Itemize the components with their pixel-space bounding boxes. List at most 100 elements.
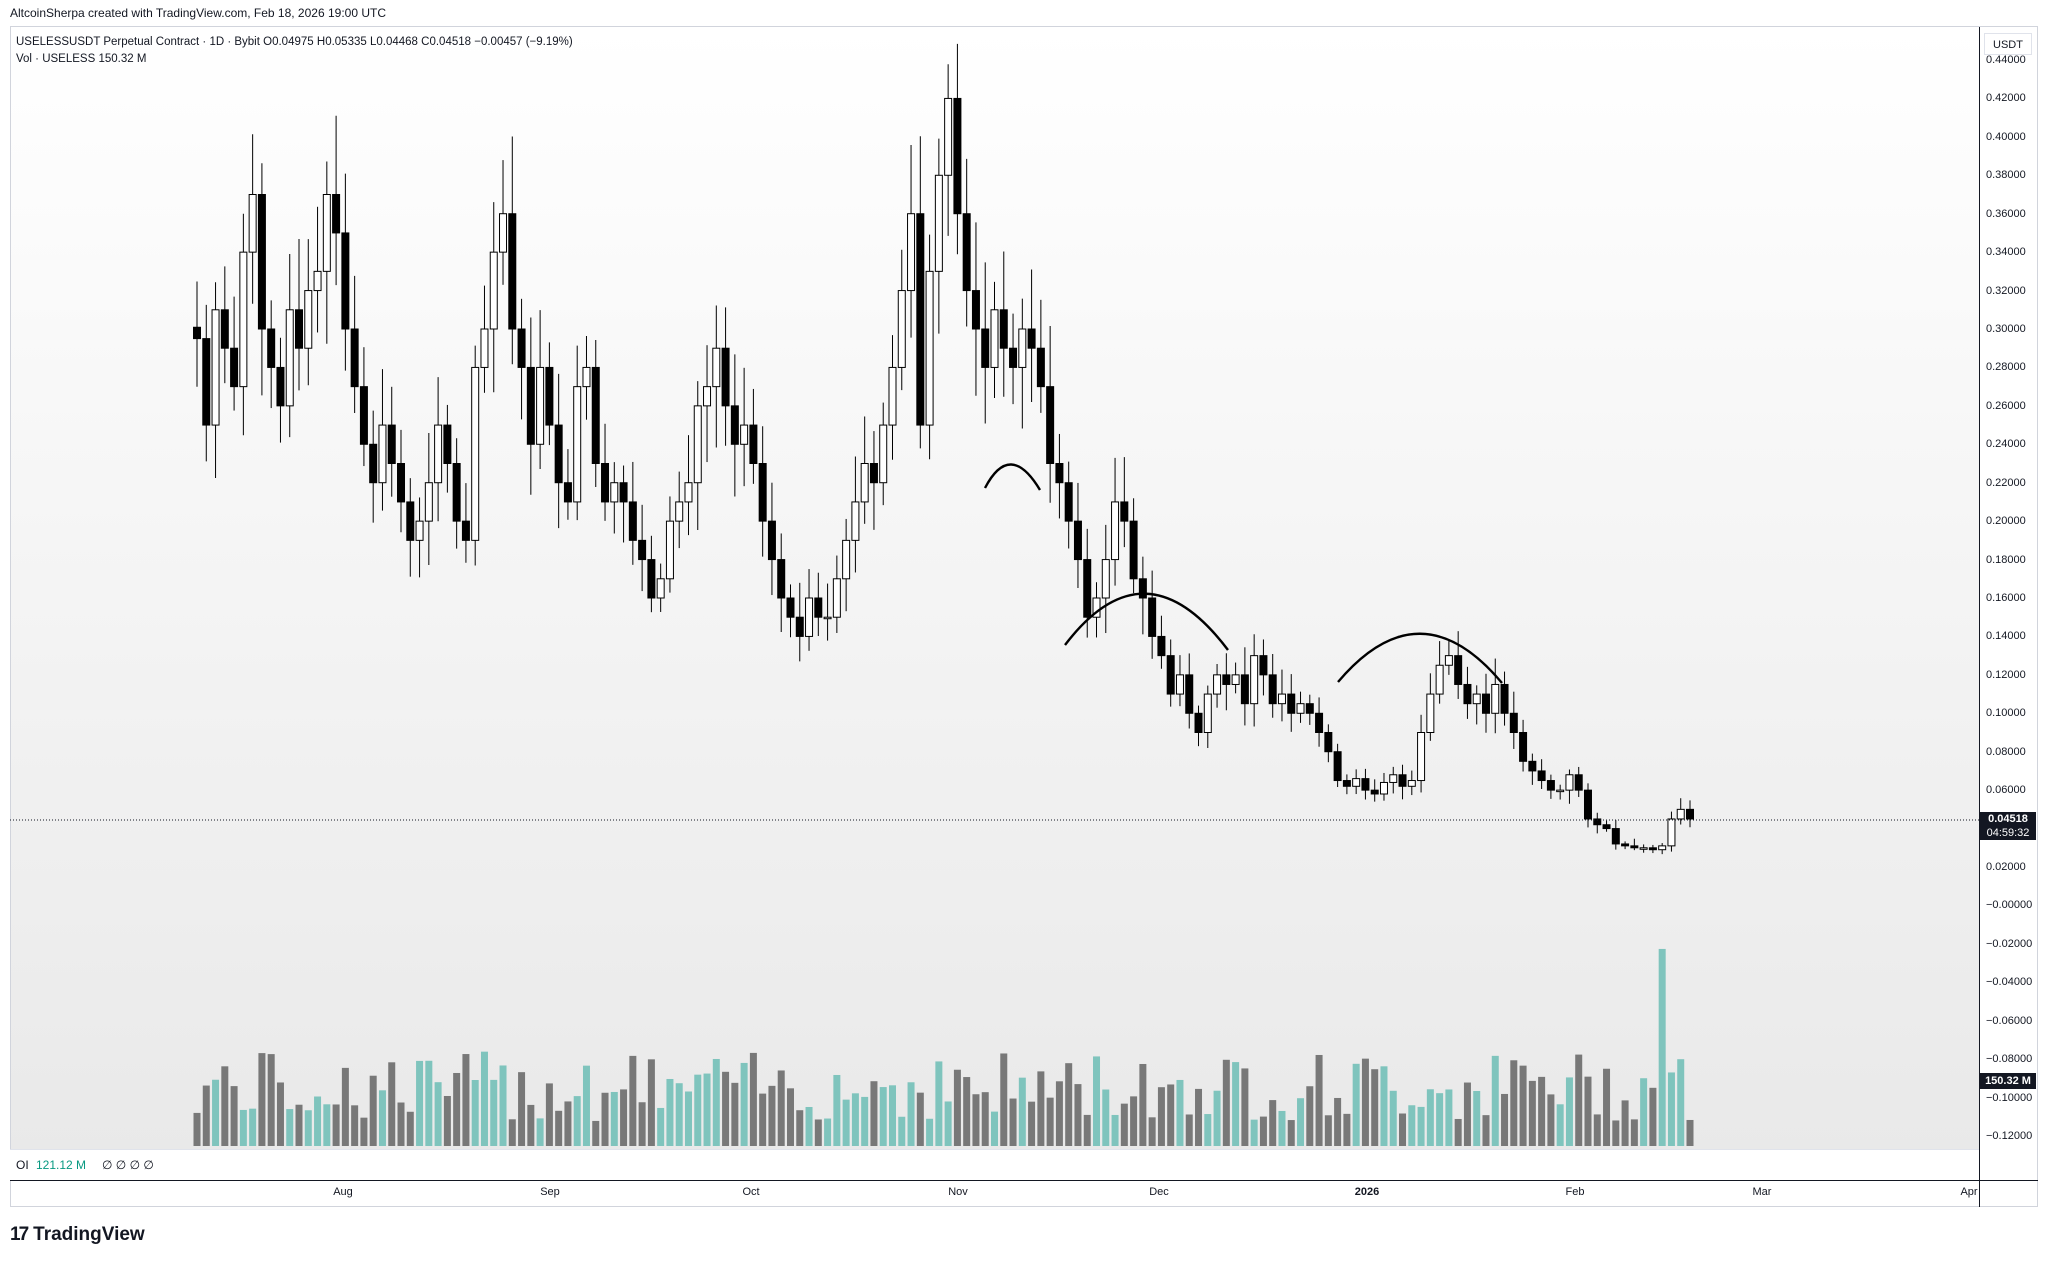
candle [1574, 774, 1583, 791]
candle [601, 463, 610, 503]
candle [202, 338, 211, 426]
oi-value: 121.12 M [36, 1158, 87, 1172]
candle [684, 482, 693, 503]
price-tick-label: 0.18000 [1986, 553, 2026, 566]
oi-label[interactable]: OI [16, 1158, 29, 1172]
candle [1389, 774, 1398, 783]
volume-bar [202, 1085, 210, 1146]
candle [1621, 843, 1630, 847]
open-label: O [263, 36, 273, 48]
candle [1611, 828, 1620, 845]
volume-bar [545, 1083, 553, 1146]
candle [647, 559, 656, 599]
candle [990, 309, 999, 368]
annotation-arc-3 [1337, 632, 1503, 684]
candle [1324, 732, 1333, 753]
candle [981, 328, 990, 368]
bar-countdown: 04:59:32 [1986, 827, 2030, 839]
candle [480, 328, 489, 368]
volume-bar [1120, 1103, 1128, 1146]
price-tick-label: −0.06000 [1986, 1014, 2033, 1027]
candle [508, 213, 517, 330]
low-label: L [369, 36, 377, 48]
volume-bar [1593, 1114, 1601, 1146]
volume-bar [1575, 1054, 1583, 1146]
price-axis[interactable]: 0.44000 0.42000 0.40000 0.38000 0.36000 0.340… [1980, 27, 2038, 1180]
candle [916, 213, 925, 426]
volume-bar [1278, 1110, 1286, 1146]
volume-bar [972, 1094, 980, 1146]
candle [489, 251, 498, 330]
candle [415, 520, 424, 541]
volume-bar [638, 1102, 646, 1146]
volume-bar [1538, 1076, 1546, 1146]
volume-bar [1269, 1100, 1277, 1146]
candle [1583, 789, 1592, 820]
candle [1417, 732, 1426, 782]
candle [814, 597, 823, 618]
volume-bar [666, 1078, 674, 1146]
candle [1379, 781, 1388, 795]
volume-bar [249, 1108, 257, 1146]
time-tick-label: Dec [1149, 1186, 1169, 1198]
candle [1472, 693, 1481, 705]
candle [628, 501, 637, 541]
symbol-label[interactable]: USELESSUSDT Perpetual Contract · 1D · By… [16, 36, 260, 48]
close-value: 0.04518 [429, 36, 472, 48]
volume-bar [1547, 1094, 1555, 1146]
volume-label[interactable]: Vol · USELESS [16, 53, 96, 65]
currency-button[interactable]: USDT [1984, 33, 2032, 55]
candle [332, 194, 341, 234]
candle [573, 386, 582, 503]
candle [406, 501, 415, 541]
volume-bar [1083, 1114, 1091, 1146]
volume-bar [749, 1052, 757, 1146]
volume-bar [1018, 1077, 1026, 1146]
candle [1036, 347, 1045, 388]
volume-bar [1371, 1069, 1379, 1146]
time-tick-label: Feb [1565, 1186, 1585, 1198]
price-axis-divider [1979, 27, 1980, 1207]
candle [295, 309, 304, 349]
candle [1435, 664, 1444, 695]
candle [1630, 845, 1639, 849]
volume-bar [777, 1070, 785, 1146]
volume-bar [731, 1082, 739, 1146]
tradingview-brand[interactable]: 17 TradingView [10, 1224, 145, 1246]
volume-bar [1361, 1058, 1369, 1146]
volume-bar [1250, 1119, 1258, 1146]
candle [925, 270, 934, 426]
price-tick-label: 0.42000 [1986, 92, 2026, 105]
volume-bar [1185, 1114, 1193, 1146]
candle [1231, 674, 1240, 685]
candle [1287, 693, 1296, 714]
volume-bar [1426, 1089, 1434, 1146]
oi-indicator-strip: OI 121.12 M ∅ ∅ ∅ ∅ [10, 1149, 1980, 1180]
candle [1648, 847, 1657, 851]
candle [832, 578, 841, 618]
volume-bar [1584, 1076, 1592, 1146]
candles-group [193, 43, 1694, 855]
volume-bar [1677, 1059, 1685, 1146]
volume-bar [842, 1099, 850, 1146]
chart-legend: USELESSUSDT Perpetual Contract · 1D · By… [16, 34, 573, 68]
volume-bar [1315, 1054, 1323, 1146]
volume-bar [1102, 1089, 1110, 1146]
candle [1444, 655, 1453, 666]
volume-bar [555, 1110, 563, 1146]
candle [869, 463, 878, 484]
candle [499, 213, 508, 253]
volume-bar [1658, 948, 1666, 1146]
candle [1296, 703, 1305, 714]
volume-bar [573, 1096, 581, 1146]
candle [267, 328, 276, 368]
candle [1454, 655, 1463, 685]
volume-bar [258, 1053, 266, 1146]
volume-bar [879, 1087, 887, 1146]
candle [517, 328, 526, 368]
price-tick-label: 0.34000 [1986, 246, 2026, 259]
volume-bar [601, 1092, 609, 1146]
volume-bar [453, 1072, 461, 1146]
candle [1259, 655, 1268, 676]
